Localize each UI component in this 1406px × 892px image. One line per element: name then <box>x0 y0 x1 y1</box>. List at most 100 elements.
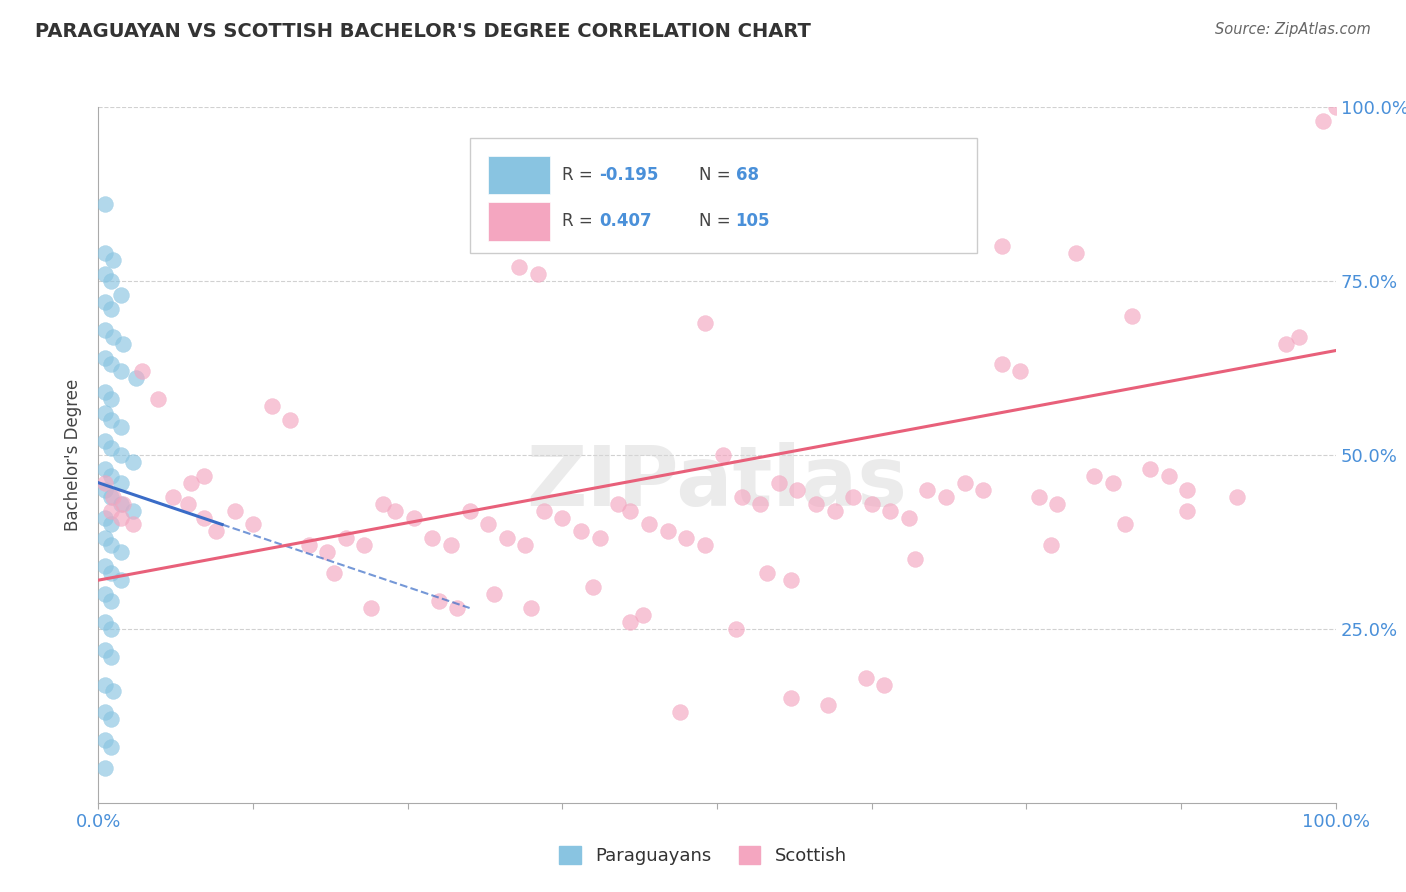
Point <box>1102 475 1125 490</box>
Point <box>100 566 122 581</box>
Point <box>110 573 132 587</box>
Point <box>1064 246 1087 260</box>
Point <box>1046 497 1069 511</box>
Point <box>93 532 115 546</box>
Point <box>427 594 450 608</box>
Point <box>526 267 548 281</box>
Point <box>495 532 517 546</box>
Point <box>446 601 468 615</box>
Point <box>484 587 506 601</box>
Point <box>100 413 122 427</box>
Point <box>371 497 394 511</box>
Point <box>520 601 543 615</box>
Point <box>669 706 692 720</box>
Point <box>100 468 122 483</box>
Point <box>122 455 145 469</box>
Point <box>100 649 122 664</box>
Point <box>619 615 641 629</box>
Point <box>731 490 754 504</box>
Point <box>1324 100 1347 114</box>
Point <box>193 468 215 483</box>
Point <box>607 497 630 511</box>
Point <box>749 497 772 511</box>
Point <box>873 677 896 691</box>
Text: ZIPatlas: ZIPatlas <box>527 442 907 524</box>
Point <box>110 364 132 378</box>
Point <box>176 497 198 511</box>
Point <box>990 239 1012 253</box>
Point <box>93 642 115 657</box>
Point <box>93 385 115 400</box>
Point <box>112 497 135 511</box>
Point <box>675 532 697 546</box>
Point <box>93 761 115 775</box>
FancyBboxPatch shape <box>488 156 550 194</box>
Point <box>93 475 115 490</box>
Point <box>990 358 1012 372</box>
Point <box>1175 503 1198 517</box>
Point <box>1010 364 1032 378</box>
Point <box>242 517 264 532</box>
Text: R =: R = <box>562 212 599 230</box>
Point <box>193 510 215 524</box>
Point <box>100 441 122 455</box>
Point <box>855 671 877 685</box>
Point <box>100 517 122 532</box>
Point <box>508 260 530 274</box>
Point <box>724 622 747 636</box>
Legend: Paraguayans, Scottish: Paraguayans, Scottish <box>550 837 856 874</box>
Point <box>953 475 976 490</box>
Point <box>917 483 939 497</box>
Text: R =: R = <box>562 166 599 184</box>
Point <box>638 517 661 532</box>
Point <box>1275 336 1298 351</box>
Point <box>100 712 122 726</box>
Point <box>1288 329 1310 343</box>
Point <box>93 323 115 337</box>
Point <box>93 510 115 524</box>
Point <box>93 587 115 601</box>
Point <box>103 684 125 698</box>
Point <box>110 288 132 302</box>
Point <box>657 524 679 539</box>
Text: 105: 105 <box>735 212 770 230</box>
Point <box>100 358 122 372</box>
FancyBboxPatch shape <box>470 138 977 253</box>
Point <box>588 532 610 546</box>
Point <box>110 448 132 462</box>
Point <box>110 497 132 511</box>
Text: Source: ZipAtlas.com: Source: ZipAtlas.com <box>1215 22 1371 37</box>
Point <box>316 545 339 559</box>
Point <box>93 677 115 691</box>
Point <box>780 691 803 706</box>
Point <box>100 622 122 636</box>
Point <box>477 517 499 532</box>
Point <box>110 510 132 524</box>
Point <box>402 510 425 524</box>
Point <box>824 503 846 517</box>
Point <box>93 406 115 420</box>
Point <box>93 197 115 211</box>
Point <box>804 497 827 511</box>
Text: 0.407: 0.407 <box>599 212 652 230</box>
Point <box>780 190 803 204</box>
Point <box>93 434 115 448</box>
Point <box>162 490 184 504</box>
Point <box>533 503 555 517</box>
Point <box>780 573 803 587</box>
Point <box>278 413 301 427</box>
Point <box>860 497 883 511</box>
Point <box>569 524 592 539</box>
Point <box>904 552 927 566</box>
Point <box>224 503 246 517</box>
Point <box>131 364 153 378</box>
Point <box>1157 468 1180 483</box>
Point <box>93 559 115 574</box>
Point <box>124 371 146 385</box>
FancyBboxPatch shape <box>488 202 550 241</box>
Text: 68: 68 <box>735 166 759 184</box>
Point <box>755 566 778 581</box>
Text: N =: N = <box>699 166 735 184</box>
Point <box>100 274 122 288</box>
Point <box>1175 483 1198 497</box>
